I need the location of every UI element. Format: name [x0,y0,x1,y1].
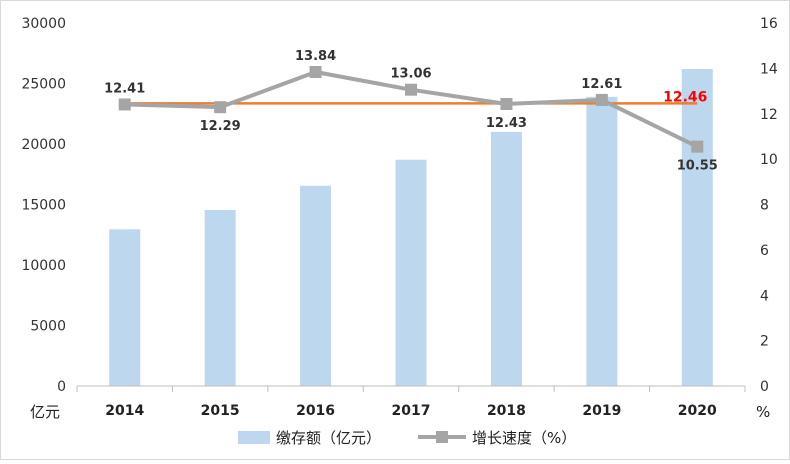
left-tick-label: 5000 [30,319,66,335]
x-axis-ticks: 2014 2015 2016 2017 2018 2019 2020 [76,386,746,419]
bar [109,229,141,386]
right-axis-unit: % [756,403,770,421]
legend-line-marker [436,431,448,443]
right-tick-label: 16 [760,16,778,32]
line-series [118,66,704,153]
right-tick-label: 10 [760,152,778,168]
line-marker [500,97,513,110]
bar [204,209,236,386]
right-tick-label: 2 [760,334,769,350]
left-tick-label: 15000 [21,198,66,214]
line-marker [309,66,322,79]
x-tick-label: 2020 [678,403,717,419]
legend-bar-swatch [238,431,270,444]
wechat-icon [620,417,648,438]
bar [395,159,427,386]
bar-series [109,68,713,386]
left-tick-label: 10000 [21,258,66,274]
x-tick-label: 2019 [582,403,621,419]
right-tick-label: 0 [760,379,769,395]
left-tick-label: 25000 [21,77,66,93]
bar [490,131,522,386]
legend: 缴存额（亿元） 增长速度（%） [238,429,576,447]
right-axis-ticks: 0 2 4 6 8 10 12 14 16 [760,16,778,395]
line-data-label: 13.84 [295,49,336,64]
right-tick-label: 4 [760,288,769,304]
line-marker [405,83,417,96]
line-data-label: 13.06 [390,67,431,82]
line-data-label: 12.43 [486,116,527,131]
bar [300,185,332,386]
line-marker [118,98,131,111]
line-data-label: 12.61 [581,77,622,92]
left-tick-label: 30000 [21,16,66,32]
bar [681,68,713,386]
line-marker [595,93,608,106]
x-tick-label: 2014 [105,403,144,419]
line-marker [691,140,704,153]
line-marker [214,101,227,114]
watermark-text: 兰财税海研语 [652,417,742,435]
watermark: 兰财税海研语 [620,417,742,438]
left-axis-ticks: 0 5000 10000 15000 20000 25000 30000 [21,16,66,395]
line-data-label: 10.55 [677,159,718,174]
right-tick-label: 14 [760,61,778,77]
line-data-label: 12.41 [104,81,145,96]
bar [586,96,618,386]
x-tick-label: 2018 [487,403,526,419]
right-tick-label: 12 [760,107,778,123]
x-tick-label: 2016 [296,403,335,419]
legend-bar-label: 缴存额（亿元） [276,429,381,447]
left-axis-unit: 亿元 [30,403,60,421]
left-tick-label: 20000 [21,137,66,153]
x-tick-label: 2017 [392,403,431,419]
line-data-label: 12.29 [200,119,241,134]
legend-line-label: 增长速度（%） [472,429,576,447]
right-tick-label: 8 [760,198,769,214]
x-tick-label: 2015 [201,403,240,419]
average-line-label: 12.46 [663,89,707,105]
line-data-labels: 12.41 12.29 13.84 13.06 12.43 12.61 10.55 [104,49,718,174]
right-tick-label: 6 [760,243,769,259]
left-tick-label: 0 [57,379,66,395]
